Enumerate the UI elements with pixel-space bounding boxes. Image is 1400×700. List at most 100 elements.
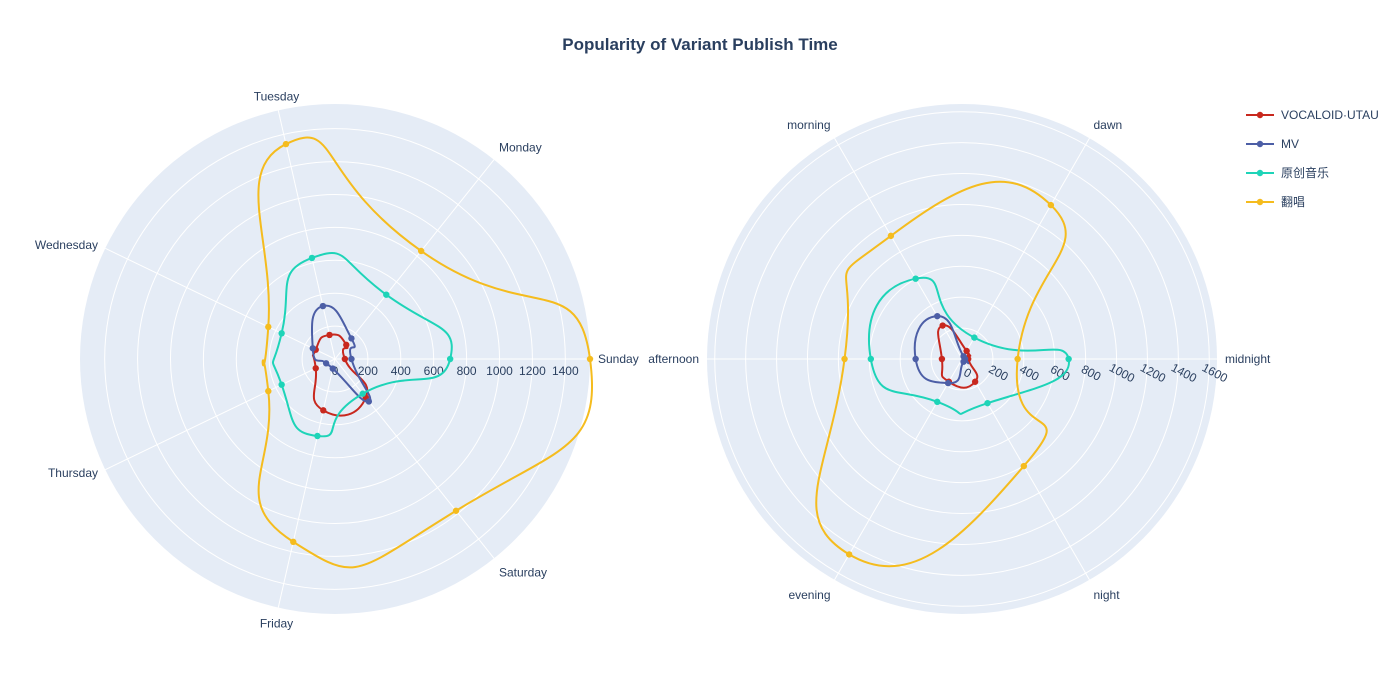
radial-tick-label: 800 bbox=[457, 364, 477, 378]
data-point-afternoon[interactable] bbox=[867, 355, 875, 363]
radial-tick-label: 1200 bbox=[519, 364, 546, 378]
series-mv-daytime[interactable] bbox=[912, 312, 970, 387]
angular-label-night: night bbox=[1094, 588, 1121, 602]
legend-item[interactable]: 翻唱 bbox=[1246, 195, 1305, 209]
legend-swatch-marker bbox=[1256, 140, 1264, 148]
data-point-tuesday[interactable] bbox=[308, 254, 316, 262]
angular-label-wednesday: Wednesday bbox=[35, 238, 98, 252]
data-point-tuesday[interactable] bbox=[282, 140, 290, 148]
data-point-thursday[interactable] bbox=[312, 365, 319, 372]
data-point-saturday[interactable] bbox=[365, 398, 373, 405]
data-point-night[interactable] bbox=[971, 378, 979, 385]
data-point-afternoon[interactable] bbox=[912, 355, 919, 363]
polar-chart-daytime: midnight dawn morning afternoon evening night… bbox=[648, 104, 1271, 614]
angular-gridline bbox=[105, 247, 336, 360]
legend-label: VOCALOID·UTAU bbox=[1281, 108, 1379, 122]
polar-chart-weekday: Sunday Monday Tuesday Wednesday Thursday Frid… bbox=[35, 90, 639, 631]
angular-gridline bbox=[277, 110, 336, 360]
data-point-thursday[interactable] bbox=[265, 387, 272, 395]
data-point-afternoon[interactable] bbox=[841, 355, 848, 363]
data-point-friday[interactable] bbox=[329, 365, 336, 372]
angular-label-thursday: Thursday bbox=[48, 466, 98, 480]
legend-item[interactable]: MV bbox=[1246, 137, 1299, 151]
angular-label-evening: evening bbox=[788, 588, 830, 602]
angular-label-monday: Monday bbox=[499, 140, 542, 154]
data-point-evening[interactable] bbox=[944, 379, 952, 387]
series-series-daytime[interactable] bbox=[867, 275, 1072, 415]
data-point-monday[interactable] bbox=[383, 291, 390, 298]
legend-label: MV bbox=[1281, 137, 1299, 151]
series-series-weekday[interactable] bbox=[257, 136, 594, 569]
angular-label-friday: Friday bbox=[260, 616, 293, 630]
data-point-midnight[interactable] bbox=[1014, 355, 1021, 363]
legend-label: 原创音乐 bbox=[1281, 165, 1329, 180]
angular-label-afternoon: afternoon bbox=[648, 352, 699, 366]
data-point-afternoon[interactable] bbox=[938, 355, 946, 363]
angular-label-midnight: midnight bbox=[1225, 352, 1271, 366]
angular-gridline bbox=[105, 358, 336, 471]
data-point-morning[interactable] bbox=[939, 322, 946, 329]
data-point-morning[interactable] bbox=[934, 312, 941, 320]
data-point-friday[interactable] bbox=[320, 407, 327, 414]
legend-swatch-marker bbox=[1256, 198, 1264, 206]
data-point-sunday[interactable] bbox=[341, 355, 349, 363]
angular-gridline bbox=[834, 137, 963, 360]
data-point-evening[interactable] bbox=[845, 551, 853, 558]
radial-tick-label: 1000 bbox=[486, 364, 513, 378]
legend-item[interactable]: 原创音乐 bbox=[1246, 165, 1329, 180]
data-point-tuesday[interactable] bbox=[319, 302, 327, 310]
angular-label-tuesday: Tuesday bbox=[254, 90, 300, 104]
legend-swatch-marker bbox=[1256, 111, 1264, 119]
data-point-night[interactable] bbox=[960, 358, 967, 365]
angular-gridline bbox=[834, 358, 963, 581]
series-line[interactable] bbox=[257, 136, 594, 569]
data-point-midnight[interactable] bbox=[1065, 355, 1072, 363]
data-point-dawn[interactable] bbox=[960, 353, 967, 360]
data-point-friday[interactable] bbox=[290, 538, 297, 546]
data-point-sunday[interactable] bbox=[348, 355, 355, 363]
data-point-morning[interactable] bbox=[912, 275, 919, 282]
data-point-dawn[interactable] bbox=[1047, 201, 1055, 209]
data-point-thursday[interactable] bbox=[278, 381, 285, 388]
data-point-thursday[interactable] bbox=[322, 360, 330, 367]
angular-label-morning: morning bbox=[787, 118, 830, 132]
data-point-wednesday[interactable] bbox=[309, 345, 316, 352]
data-point-sunday[interactable] bbox=[586, 355, 594, 363]
data-point-morning[interactable] bbox=[887, 232, 895, 240]
data-point-night[interactable] bbox=[984, 399, 991, 407]
radial-tick-label: 200 bbox=[358, 364, 378, 378]
angular-gridline bbox=[277, 358, 336, 608]
legend-label: 翻唱 bbox=[1281, 195, 1305, 209]
data-point-wednesday[interactable] bbox=[265, 323, 272, 331]
angular-label-dawn: dawn bbox=[1094, 118, 1123, 132]
radial-tick-label: 600 bbox=[424, 364, 444, 378]
radial-tick-label: 400 bbox=[391, 364, 411, 378]
radial-tick-label: 1400 bbox=[552, 364, 579, 378]
series-series-weekday[interactable] bbox=[271, 252, 454, 440]
data-point-saturday[interactable] bbox=[359, 390, 366, 397]
series-mv-weekday[interactable] bbox=[309, 302, 373, 405]
series-series-daytime[interactable] bbox=[815, 180, 1067, 568]
chart-title: Popularity of Variant Publish Time bbox=[562, 35, 838, 54]
data-point-monday[interactable] bbox=[343, 341, 350, 349]
angular-gridline bbox=[961, 137, 1090, 360]
data-point-monday[interactable] bbox=[417, 247, 425, 255]
data-point-evening[interactable] bbox=[934, 398, 941, 406]
data-point-dawn[interactable] bbox=[971, 334, 978, 341]
angular-label-sunday: Sunday bbox=[598, 352, 639, 366]
data-point-sunday[interactable] bbox=[446, 355, 454, 363]
angular-gridline bbox=[334, 159, 495, 360]
data-point-wednesday[interactable] bbox=[278, 330, 285, 337]
data-point-night[interactable] bbox=[1020, 462, 1028, 470]
angular-label-saturday: Saturday bbox=[499, 566, 547, 580]
data-point-monday[interactable] bbox=[348, 335, 355, 342]
legend-item[interactable]: VOCALOID·UTAU bbox=[1246, 108, 1379, 122]
data-point-tuesday[interactable] bbox=[326, 331, 333, 339]
data-point-saturday[interactable] bbox=[452, 507, 460, 514]
data-point-friday[interactable] bbox=[314, 432, 321, 440]
legend-swatch-marker bbox=[1256, 169, 1264, 177]
data-point-dawn[interactable] bbox=[963, 347, 970, 355]
angular-gridline bbox=[961, 358, 1090, 581]
